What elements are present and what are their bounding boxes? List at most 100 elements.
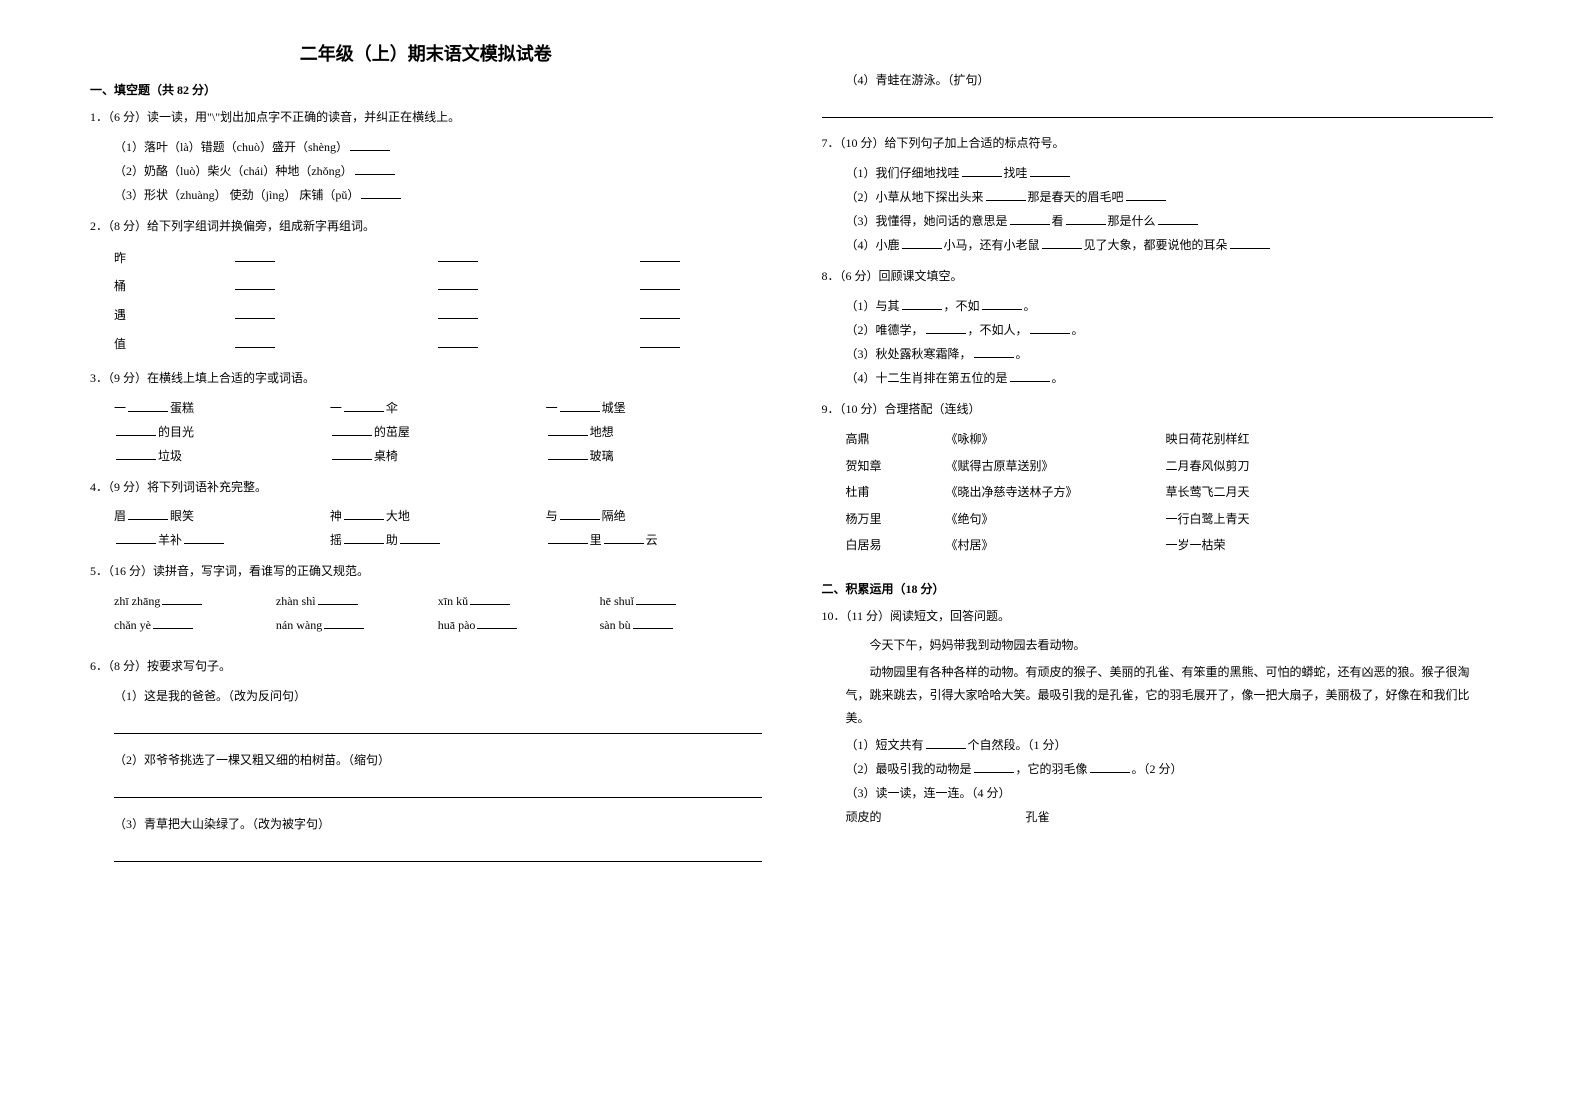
blank xyxy=(1230,237,1270,249)
blank xyxy=(640,278,680,290)
q10-i2a: （2）最吸引我的动物是 xyxy=(846,762,972,776)
q1-item2: （2）奶酪（luò）柴火（chái）种地（zhǒng） xyxy=(114,159,762,183)
q7-i2a: （2）小草从地下探出头来 xyxy=(846,190,984,204)
q1-i3-text: （3）形状（zhuàng） 使劲（jìng） 床铺（pǔ） xyxy=(114,188,359,202)
q4-a2b: 大地 xyxy=(386,509,410,523)
blank xyxy=(438,307,478,319)
q7-i2b: 那是春天的眉毛吧 xyxy=(1028,190,1124,204)
q6-stem: 6．（8 分）按要求写句子。 xyxy=(90,655,762,678)
q10-m1a: 顽皮的 xyxy=(846,805,1026,829)
blank xyxy=(235,278,275,290)
exam-title: 二年级（上）期末语文模拟试卷 xyxy=(90,40,762,66)
q7-i3b: 看 xyxy=(1052,214,1064,228)
q4-a3b: 隔绝 xyxy=(602,509,626,523)
q3-row1: 一蛋糕 一伞 一城堡 xyxy=(114,396,762,420)
blank xyxy=(344,400,384,412)
blank xyxy=(636,593,676,605)
blank xyxy=(438,336,478,348)
q7-i4a: （4）小鹿 xyxy=(846,238,900,252)
blank xyxy=(235,250,275,262)
q9-r4a: 杨万里 xyxy=(846,506,946,532)
blank xyxy=(1090,761,1130,773)
q5-p1: zhī zhāng xyxy=(114,594,160,608)
q3-a2: 一 xyxy=(330,401,342,415)
left-column: 二年级（上）期末语文模拟试卷 一、填空题（共 82 分） 1．（6 分）读一读，… xyxy=(60,40,792,1078)
q9-r2c: 二月春风似剪刀 xyxy=(1166,453,1494,479)
q4-b3b: 云 xyxy=(646,533,658,547)
blank xyxy=(332,448,372,460)
q5-p4: hē shuǐ xyxy=(600,594,634,608)
q9-r1b: 《咏柳》 xyxy=(946,426,1166,452)
blank xyxy=(902,298,942,310)
q7-i4c: 见了大象，都要说他的耳朵 xyxy=(1084,238,1228,252)
q9-stem: 9．（10 分）合理搭配（连线） xyxy=(822,398,1494,421)
blank xyxy=(355,163,395,175)
q3-stem: 3．（9 分）在横线上填上合适的字或词语。 xyxy=(90,367,762,390)
blank xyxy=(1030,165,1070,177)
q4-b1a: 羊补 xyxy=(158,533,182,547)
q8-i3a: （3）秋处露秋寒霜降， xyxy=(846,347,972,361)
q9-r4: 杨万里《绝句》一行白鹭上青天 xyxy=(846,506,1494,532)
blank xyxy=(162,593,202,605)
blank xyxy=(640,336,680,348)
q5-p6: nán wàng xyxy=(276,618,322,632)
blank xyxy=(318,593,358,605)
q6-i1: （1）这是我的爸爸。（改为反问句） xyxy=(114,684,762,708)
q4-a1b: 眼笑 xyxy=(170,509,194,523)
q9-r5: 白居易《村居》一岁一枯荣 xyxy=(846,532,1494,558)
q10-i1b: 个自然段。（1 分） xyxy=(968,738,1067,752)
q3-b2: 的茁屋 xyxy=(374,425,410,439)
q10-i1a: （1）短文共有 xyxy=(846,738,924,752)
blank xyxy=(926,322,966,334)
q8-i4b: 。 xyxy=(1052,371,1064,385)
q1-i2-text: （2）奶酪（luò）柴火（chái）种地（zhǒng） xyxy=(114,164,353,178)
q9-r1c: 映日荷花别样红 xyxy=(1166,426,1494,452)
q8-i3: （3）秋处露秋寒霜降， 。 xyxy=(846,342,1494,366)
q3-a3: 一 xyxy=(546,401,558,415)
blank xyxy=(344,508,384,520)
q10-i2: （2）最吸引我的动物是，它的羽毛像。（2 分） xyxy=(846,757,1494,781)
blank xyxy=(640,250,680,262)
q9-r3a: 杜甫 xyxy=(846,479,946,505)
q10-p1: 今天下午，妈妈带我到动物园去看动物。 xyxy=(846,634,1494,657)
q9-r4b: 《绝句》 xyxy=(946,506,1166,532)
q9-r2a: 贺知章 xyxy=(846,453,946,479)
right-column: （4）青蛙在游泳。（扩句） 7．（10 分）给下列句子加上合适的标点符号。 （1… xyxy=(792,40,1524,1078)
blank xyxy=(604,532,644,544)
blank xyxy=(986,189,1026,201)
q3-row3: 垃圾 桌椅 玻璃 xyxy=(114,444,762,468)
q9-r3b: 《晓出净慈寺送林子方》 xyxy=(946,479,1166,505)
q7-i3c: 那是什么 xyxy=(1108,214,1156,228)
q8-i3b: 。 xyxy=(1016,347,1028,361)
section-2-head: 二、积累运用（18 分） xyxy=(822,580,1494,597)
q3-c3: 玻璃 xyxy=(590,449,614,463)
q9-r2: 贺知章《赋得古原草送别》二月春风似剪刀 xyxy=(846,453,1494,479)
q8-stem: 8．（6 分）回顾课文填空。 xyxy=(822,265,1494,288)
blank xyxy=(184,532,224,544)
q4-row1: 眉眼笑 神大地 与隔绝 xyxy=(114,504,762,528)
blank xyxy=(438,278,478,290)
q8-i4a: （4）十二生肖排在第五位的是 xyxy=(846,371,1008,385)
q6-i2: （2）邓爷爷挑选了一棵又粗又细的柏树苗。（缩句） xyxy=(114,748,762,772)
q9-r3c: 草长莺飞二月天 xyxy=(1166,479,1494,505)
answer-line xyxy=(114,722,762,734)
q7-i2: （2）小草从地下探出头来 那是春天的眉毛吧 xyxy=(846,185,1494,209)
q9-r5b: 《村居》 xyxy=(946,532,1166,558)
q4-a3a: 与 xyxy=(546,509,558,523)
q2-char1: 昨 xyxy=(114,244,154,273)
q8-i1: （1）与其，不如。 xyxy=(846,294,1494,318)
blank xyxy=(332,424,372,436)
blank xyxy=(974,761,1014,773)
q9-r5a: 白居易 xyxy=(846,532,946,558)
q4-a2a: 神 xyxy=(330,509,342,523)
q3-b3: 地想 xyxy=(590,425,614,439)
blank xyxy=(350,139,390,151)
q9-r4c: 一行白鹭上青天 xyxy=(1166,506,1494,532)
blank xyxy=(560,508,600,520)
q3-c1: 垃圾 xyxy=(158,449,182,463)
q8-i2a: （2）唯德学， xyxy=(846,323,924,337)
q8-i1b: ，不如 xyxy=(944,299,980,313)
blank xyxy=(153,617,193,629)
q5-p2: zhàn shì xyxy=(276,594,316,608)
q8-i2b: ，不如人， xyxy=(968,323,1028,337)
